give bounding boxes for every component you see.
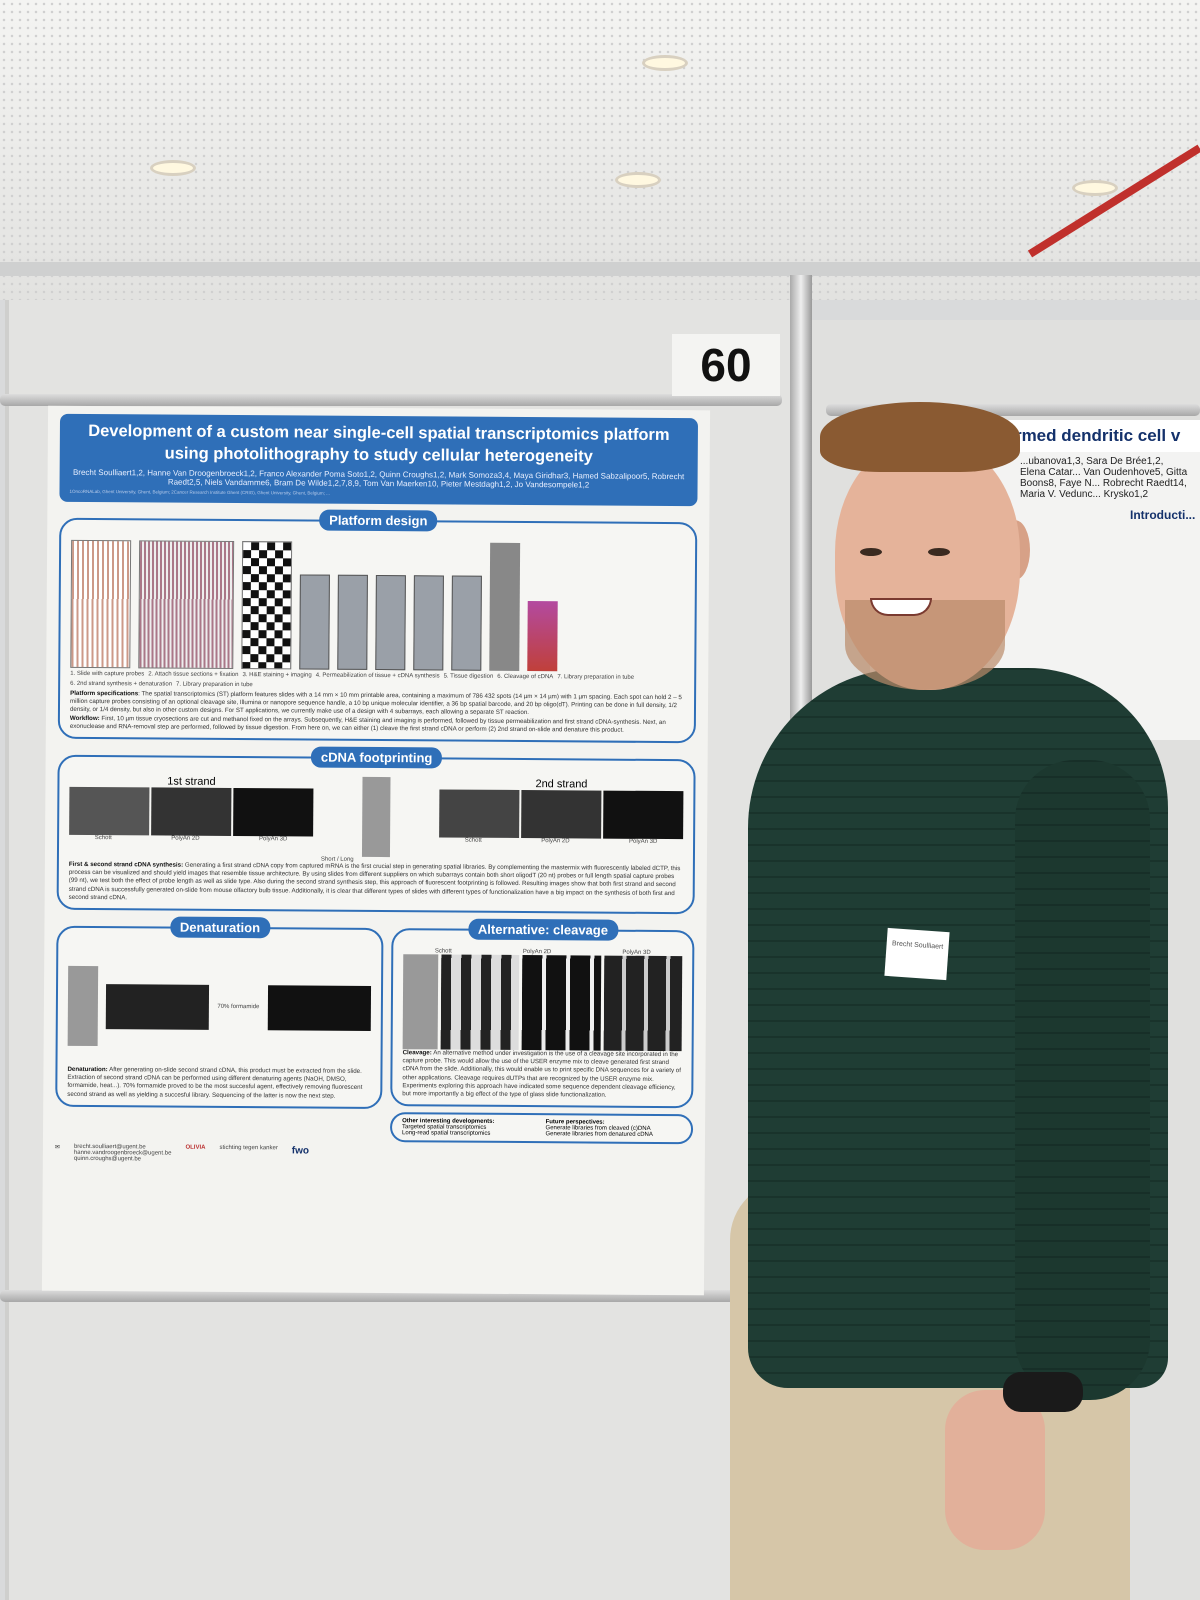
slide-label: PolyAn 3D: [258, 836, 288, 843]
poster-title: Development of a custom near single-cell…: [88, 421, 670, 466]
person-hair: [820, 402, 1020, 472]
ceiling-beam: [0, 262, 1200, 276]
section-heading: Denaturation: [169, 916, 271, 939]
workflow-label: Workflow:: [69, 714, 100, 722]
person-beard: [845, 600, 1005, 690]
step-label: 6. Cleavage of cDNA: [497, 673, 554, 681]
denaturation-text: After generating on-slide second strand …: [67, 1066, 363, 1100]
person-eye: [928, 548, 950, 556]
logo-stichting: stichting tegen kanker: [219, 1145, 278, 1152]
neighbor-poster-section: Introducti...: [1130, 508, 1196, 522]
cdna-label: First & second strand cDNA synthesis:: [68, 860, 184, 869]
step-label: 7. Library preparation in tube: [557, 674, 635, 681]
future-item: Generate libraries from denatured cDNA: [545, 1131, 653, 1139]
slide-label: PolyAn 2D: [171, 835, 200, 842]
poster-header: Development of a custom near single-cell…: [59, 413, 699, 507]
other-item: Long-read spatial transcriptomics: [402, 1130, 491, 1138]
section-cdna-footprinting: cDNA footprinting 1st strand Schott PolyA…: [56, 746, 696, 915]
section-heading: cDNA footprinting: [310, 746, 443, 769]
cleavage-label: Cleavage:: [402, 1049, 432, 1057]
slide-label: Schott: [464, 837, 482, 844]
workflow-figure: [70, 538, 685, 672]
step-label: 1. Slide with capture probes: [70, 670, 145, 678]
slide-label: PolyAn 2D: [541, 838, 570, 845]
neighbor-poster-authors: ...ubanova1,3, Sara De Brée1,2, Elena Ca…: [1020, 456, 1188, 500]
spec-label: Platform specifications: [70, 689, 139, 698]
contact-email: quinn.croughs@ugent.be: [73, 1156, 142, 1163]
mail-icon: ✉: [54, 1145, 60, 1152]
poster-footer: ✉ brecht.soulliaert@ugent.be hanne.vandro…: [55, 1144, 693, 1166]
poster: Development of a custom near single-cell…: [41, 405, 711, 1296]
section-other: Other interesting developments: Targeted …: [389, 1112, 694, 1145]
step-label: 5. Tissue digestion: [443, 673, 494, 680]
spec-text: The spatial transcriptomics (ST) platfor…: [69, 690, 682, 717]
poster-number: 60: [672, 334, 780, 396]
poster-authors: Brecht Soulliaert1,2, Hanne Van Droogenb…: [72, 467, 685, 490]
section-heading: Alternative: cleavage: [467, 918, 619, 941]
slide-label: Schott: [94, 835, 112, 842]
step-label: 7. Library preparation in tube: [176, 681, 253, 689]
step-label: 6. 2nd strand synthesis + denaturation: [70, 680, 173, 688]
person-arm: [1015, 760, 1150, 1400]
workflow-text: First, 10 µm tissue cryosections are cut…: [69, 714, 666, 734]
person-hand: [945, 1390, 1045, 1550]
person-eye: [860, 548, 882, 556]
step-label: 2. Attach tissue sections + fixation: [148, 671, 239, 679]
denaturation-label: Denaturation:: [67, 1065, 108, 1074]
logo-fwo: fwo: [291, 1145, 310, 1157]
name-badge: Brecht Soulliaert: [884, 927, 950, 981]
ceiling-light: [150, 160, 196, 176]
ceiling: [0, 0, 1200, 300]
cleavage-text: An alternative method under investigatio…: [402, 1049, 681, 1099]
ceiling-light: [615, 172, 661, 188]
poster-affiliations: 1OncoRNALab, Ghent University, Ghent, Be…: [69, 488, 330, 496]
section-platform-design: Platform design 1. Slide with capture pr…: [57, 509, 698, 744]
slide-label: PolyAn 3D: [628, 838, 658, 845]
section-cleavage: Alternative: cleavage Schott PolyAn 2D Pol…: [390, 918, 695, 1109]
logo-olivia: OLIVIA: [185, 1144, 206, 1152]
poster-rail-top: [0, 394, 782, 406]
step-label: 3. H&E staining + imaging: [242, 672, 312, 679]
watch-icon: [1003, 1372, 1083, 1412]
formamide-label: 70% formamide: [217, 1003, 260, 1011]
section-heading: Platform design: [319, 509, 438, 532]
step-label: 4. Permeabilization of tissue + cDNA syn…: [315, 672, 440, 680]
person-smile: [870, 598, 932, 616]
ceiling-light: [1072, 180, 1118, 196]
ceiling-light: [642, 55, 688, 71]
section-denaturation: Denaturation 70% formamide Denaturation:…: [55, 916, 384, 1109]
